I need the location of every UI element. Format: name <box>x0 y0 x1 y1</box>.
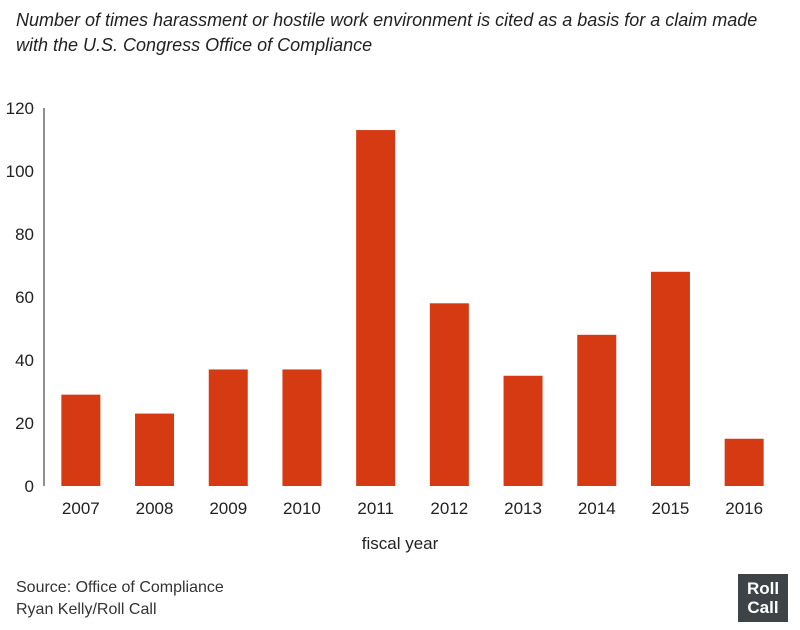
x-tick-label: 2007 <box>62 499 100 518</box>
bar-2014 <box>577 334 617 486</box>
x-tick-label: 2008 <box>136 499 174 518</box>
bar-2016 <box>724 438 764 486</box>
bar-2015 <box>650 271 690 486</box>
bar-2009 <box>208 369 248 486</box>
logo-line-1: Roll <box>746 579 780 598</box>
chart-title: Number of times harassment or hostile wo… <box>16 10 758 55</box>
bar-2010 <box>282 369 322 486</box>
bar-2012 <box>429 303 469 486</box>
bar-2008 <box>135 413 175 486</box>
bar-2013 <box>503 375 543 486</box>
y-tick-label: 0 <box>25 477 34 496</box>
roll-call-logo: Roll Call <box>738 574 788 622</box>
y-tick-label: 120 <box>6 99 34 118</box>
x-tick-label: 2012 <box>430 499 468 518</box>
y-tick-label: 100 <box>6 162 34 181</box>
y-tick-label: 80 <box>15 225 34 244</box>
x-tick-label: 2010 <box>283 499 321 518</box>
x-tick-label: 2011 <box>357 499 394 518</box>
x-tick-label: 2013 <box>504 499 542 518</box>
y-tick-label: 40 <box>15 351 34 370</box>
source-line: Source: Office of Compliance <box>16 579 224 596</box>
y-axis-ticks: 0 20 40 60 80 100 120 <box>6 99 34 496</box>
bar-2007 <box>61 394 101 486</box>
bar-2011 <box>356 130 396 487</box>
y-tick-label: 60 <box>15 288 34 307</box>
x-axis-ticks: 2007 2008 2009 2010 2011 2012 2013 2014 2015 2016 <box>62 499 763 518</box>
bars <box>61 130 764 487</box>
x-tick-label: 2014 <box>578 499 616 518</box>
x-axis-label: fiscal year <box>361 534 439 553</box>
x-tick-label: 2009 <box>209 499 247 518</box>
source-credit: Source: Office of Compliance Ryan Kelly/… <box>16 577 224 621</box>
credit-line: Ryan Kelly/Roll Call <box>16 601 157 618</box>
x-tick-label: 2015 <box>652 499 690 518</box>
x-tick-label: 2016 <box>725 499 763 518</box>
logo-line-2: Call <box>747 598 779 617</box>
y-tick-label: 20 <box>15 414 34 433</box>
